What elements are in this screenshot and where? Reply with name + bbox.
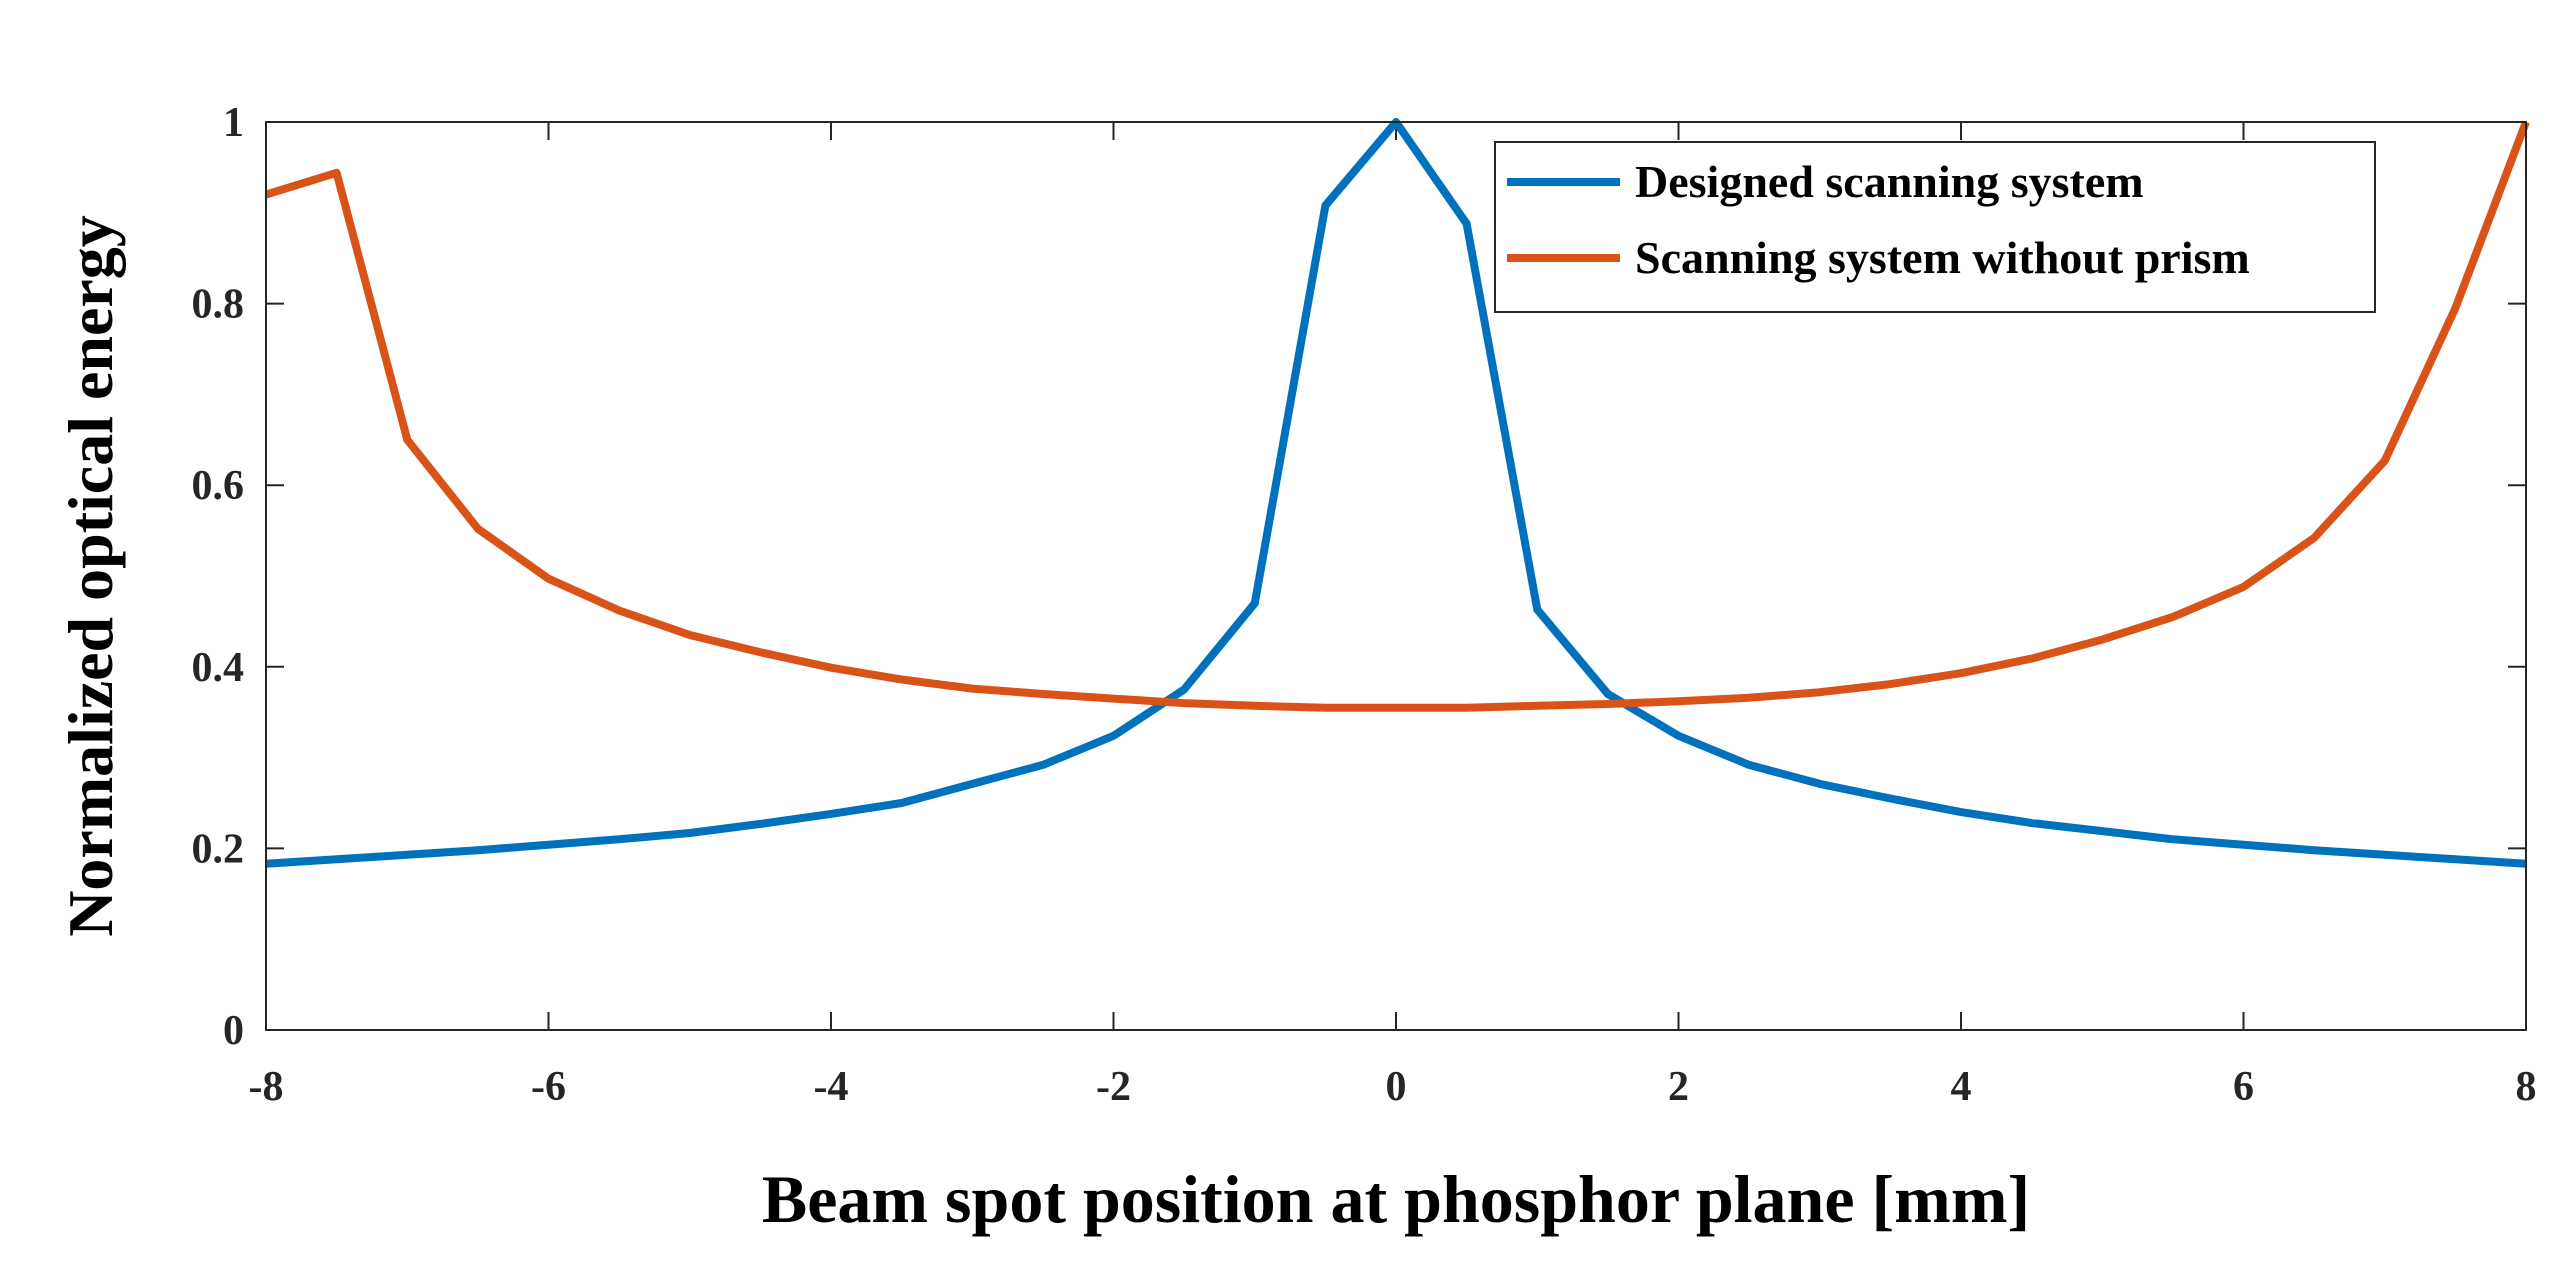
x-tick-label: -2: [1096, 1064, 1131, 1110]
x-tick-label: 2: [1668, 1064, 1689, 1110]
y-axis-title: Normalized optical energy: [55, 215, 126, 937]
x-tick-label: -8: [249, 1064, 284, 1110]
y-tick-label: 0: [223, 1008, 244, 1054]
x-axis: -8 -6 -4 -2 0 2 4 6 8: [249, 122, 2537, 1110]
y-tick-label: 1: [223, 100, 244, 146]
x-tick-label: 0: [1386, 1064, 1407, 1110]
y-tick-label: 0.8: [192, 282, 245, 328]
x-axis-title: Beam spot position at phosphor plane [mm…: [762, 1161, 2030, 1237]
legend-label: Designed scanning system: [1635, 156, 2144, 207]
legend-box: [1494, 141, 2376, 313]
x-tick-label: 6: [2233, 1064, 2254, 1110]
x-tick-label: 4: [1951, 1064, 1972, 1110]
x-tick-label: -6: [531, 1064, 566, 1110]
x-tick-label: -4: [814, 1064, 849, 1110]
y-tick-label: 0.6: [192, 463, 245, 509]
x-tick-label: 8: [2516, 1064, 2537, 1110]
plot-frame: [265, 121, 2527, 1031]
legend: Designed scanning system Scanning system …: [1494, 141, 2376, 313]
legend-label: Scanning system without prism: [1635, 232, 2250, 283]
y-tick-label: 0.2: [192, 826, 245, 872]
y-axis: 0 0.2 0.4 0.6 0.8 1: [192, 100, 2526, 1054]
y-tick-label: 0.4: [192, 645, 245, 691]
